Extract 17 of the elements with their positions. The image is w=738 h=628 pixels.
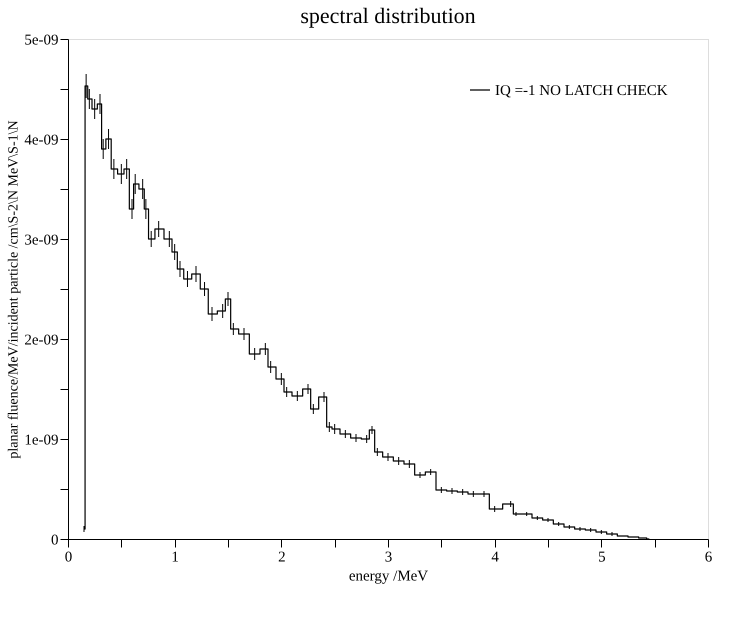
- y-tick-label: 2e-09: [24, 332, 58, 348]
- y-tick-label: 1e-09: [24, 432, 58, 448]
- x-tick-label: 5: [598, 550, 606, 566]
- y-tick-label: 3e-09: [24, 232, 58, 248]
- x-tick-label: 0: [64, 550, 72, 566]
- x-tick-label: 6: [704, 550, 713, 566]
- chart-title: spectral distribution: [300, 3, 476, 28]
- x-tick-label: 4: [491, 550, 500, 566]
- x-tick-label: 1: [171, 550, 179, 566]
- y-tick-label: 4e-09: [24, 132, 58, 148]
- x-tick-label: 2: [278, 550, 286, 566]
- x-axis-title: energy /MeV: [348, 568, 428, 584]
- y-tick-label: 0: [51, 532, 58, 548]
- y-tick-label: 5e-09: [24, 32, 58, 48]
- legend-label: IQ =-1 NO LATCH CHECK: [495, 83, 668, 99]
- x-tick-label: 3: [384, 550, 392, 566]
- y-axis-title: planar fluence/MeV/incident particle /cm\S-2\N MeV\S-1\N: [6, 120, 22, 459]
